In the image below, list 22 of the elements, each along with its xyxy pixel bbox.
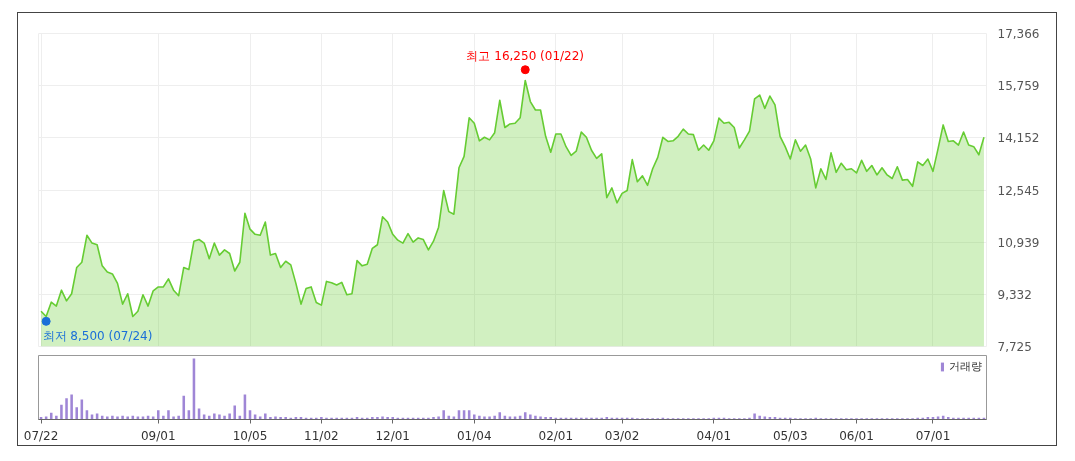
x-tick-label: 11/02 — [304, 428, 339, 443]
y-tick-label: 14,152 — [997, 131, 1040, 146]
x-tick-label: 01/04 — [456, 428, 492, 443]
y-tick-label: 17,366 — [997, 27, 1040, 41]
x-tick-label: 10/05 — [232, 428, 268, 443]
x-tick-label: 12/01 — [375, 428, 411, 443]
x-tick-label: 07/22 — [23, 428, 59, 443]
y-tick-label: 7,725 — [997, 340, 1032, 354]
x-tick-label: 02/01 — [538, 428, 574, 443]
annotation: 최저 8,500 (07/24) — [42, 328, 153, 343]
x-tick-label: 04/01 — [696, 428, 732, 443]
y-tick-label: 15,759 — [997, 79, 1040, 94]
x-tick-label: 09/01 — [140, 428, 176, 443]
x-tick-label: 03/02 — [604, 428, 640, 443]
x-tick-label: 06/01 — [839, 428, 874, 443]
x-tick-label: 07/01 — [915, 428, 951, 443]
y-tick-label: 10,939 — [997, 235, 1040, 250]
legend-label: 거래량 — [949, 359, 982, 374]
y-tick-label: 9,332 — [997, 287, 1032, 302]
y-tick-label: 12,545 — [997, 183, 1040, 198]
x-tick-label: 05/03 — [772, 428, 808, 443]
annotation: 최고 16,250 (01/22) — [466, 48, 585, 63]
